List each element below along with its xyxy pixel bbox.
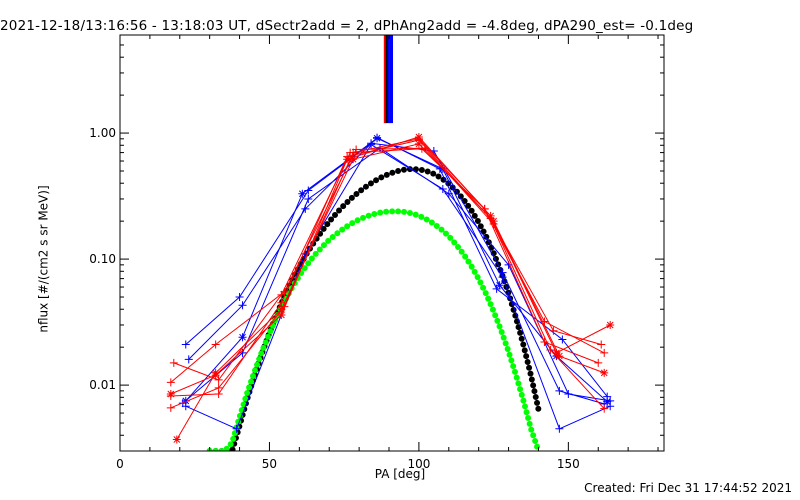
series-point-7-1 <box>211 340 220 349</box>
series-point-6-6 <box>540 317 549 326</box>
series-point-1-1 <box>238 301 247 310</box>
series-point-4-6 <box>564 390 573 399</box>
series-point-7-0 <box>166 378 175 387</box>
series-point-7-7 <box>597 340 606 349</box>
fit-curve-1 <box>206 208 542 451</box>
series-point-3-1 <box>232 424 241 433</box>
series-line-3 <box>185 143 611 430</box>
x-tick-label: 50 <box>262 457 277 471</box>
series-point-8-1 <box>211 368 220 377</box>
series-point-4-4 <box>444 189 453 198</box>
x-axis-label: PA [deg] <box>374 467 426 481</box>
series-point-0-1 <box>235 293 244 302</box>
series-point-10-3 <box>343 152 352 161</box>
series-point-7-6 <box>549 326 558 335</box>
series-point-3-5 <box>498 273 507 282</box>
series-point-10-7 <box>600 404 609 413</box>
series-point-2-2 <box>298 189 307 198</box>
series-point-7-2 <box>280 287 289 296</box>
series-point-0-6 <box>555 386 564 395</box>
series-point-8-6 <box>555 352 564 361</box>
series-point-5-2 <box>277 311 286 319</box>
x-tick-label: 0 <box>116 457 124 471</box>
series-point-0-0 <box>181 340 190 349</box>
series-point-3-3 <box>367 140 376 149</box>
y-tick-label: 1.00 <box>89 126 116 140</box>
series-point-8-5 <box>489 217 498 226</box>
series-line-8 <box>176 143 605 440</box>
series-point-1-6 <box>558 335 567 344</box>
series-point-5-7 <box>606 320 615 329</box>
series-point-2-5 <box>495 281 504 290</box>
plot-frame <box>119 34 665 452</box>
series-line-4 <box>182 147 611 404</box>
series-line-10 <box>170 139 605 410</box>
series-point-8-7 <box>600 368 609 377</box>
series-line-6 <box>173 148 605 381</box>
series-point-8-2 <box>277 305 286 314</box>
series-point-2-7 <box>603 397 612 406</box>
series-point-10-1 <box>214 390 223 399</box>
series-line-9 <box>170 138 599 409</box>
created-timestamp: Created: Fri Dec 31 17:44:52 2021 <box>584 481 792 495</box>
y-tick-label: 0.10 <box>89 252 116 266</box>
series-point-4-7 <box>606 396 615 405</box>
series-point-5-6 <box>552 348 561 357</box>
plot-area: 0 50 100 150 0.01 0.10 1.00 <box>89 34 665 471</box>
chart-title: 2021-12-18/13:16:56 - 13:18:03 UT, dSect… <box>0 18 694 34</box>
series-point-3-6 <box>555 424 564 433</box>
series-point-0-2 <box>304 186 313 195</box>
series-point-10-5 <box>486 214 495 223</box>
series-point-9-0 <box>166 403 175 412</box>
series-point-1-0 <box>184 355 193 364</box>
x-tick-label: 100 <box>407 457 430 471</box>
series-line-1 <box>188 136 608 397</box>
series-point-6-1 <box>214 375 223 384</box>
series-point-9-7 <box>594 358 603 367</box>
series-line-0 <box>185 142 605 405</box>
series-point-8-3 <box>349 155 358 164</box>
series-point-6-0 <box>169 358 178 367</box>
series-point-10-6 <box>546 345 555 354</box>
series-point-3-4 <box>438 184 447 193</box>
series-point-10-0 <box>166 391 175 400</box>
series-point-8-0 <box>172 435 181 444</box>
series-point-6-7 <box>600 348 609 357</box>
plot-data-layer <box>166 35 615 451</box>
series-point-10-2 <box>277 298 286 307</box>
y-tick-label: 0.01 <box>89 378 116 392</box>
series-line-7 <box>170 147 602 383</box>
y-axis-label: nflux [#/(cm2 s sr MeV)] <box>36 185 51 333</box>
x-tick-label: 150 <box>557 457 580 471</box>
series-line-2 <box>185 137 608 402</box>
series-point-2-3 <box>373 134 382 143</box>
series-point-10-4 <box>414 136 423 145</box>
series-point-2-1 <box>238 333 247 342</box>
series-point-4-2 <box>304 194 313 203</box>
